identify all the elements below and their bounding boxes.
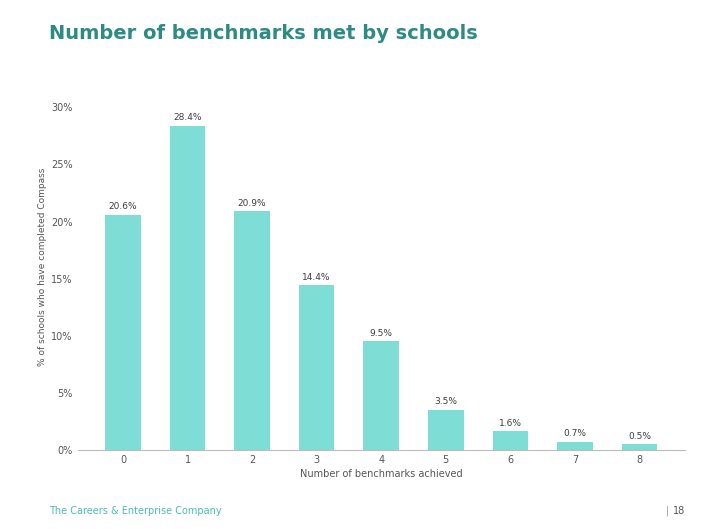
Bar: [234, 211, 270, 450]
Text: 20.9%: 20.9%: [238, 199, 266, 208]
Text: Number of benchmarks met by schools: Number of benchmarks met by schools: [49, 24, 478, 43]
Y-axis label: % of schools who have completed Compass: % of schools who have completed Compass: [38, 168, 47, 367]
Text: 0.5%: 0.5%: [628, 432, 651, 441]
Bar: [299, 286, 335, 450]
Bar: [170, 126, 205, 450]
Bar: [428, 410, 464, 450]
Text: 14.4%: 14.4%: [302, 273, 331, 282]
Bar: [105, 215, 140, 450]
Text: 18: 18: [673, 506, 685, 516]
Text: 20.6%: 20.6%: [109, 202, 138, 211]
Text: 0.7%: 0.7%: [563, 429, 587, 438]
X-axis label: Number of benchmarks achieved: Number of benchmarks achieved: [300, 469, 462, 479]
Text: The Careers & Enterprise Company: The Careers & Enterprise Company: [49, 506, 222, 516]
Bar: [557, 442, 592, 450]
Text: |: |: [666, 505, 669, 516]
Bar: [493, 432, 528, 450]
Text: 1.6%: 1.6%: [499, 419, 522, 428]
Text: 3.5%: 3.5%: [434, 397, 457, 406]
Bar: [622, 444, 657, 450]
Text: 9.5%: 9.5%: [370, 329, 393, 338]
Text: 28.4%: 28.4%: [173, 113, 202, 122]
Bar: [364, 341, 399, 450]
